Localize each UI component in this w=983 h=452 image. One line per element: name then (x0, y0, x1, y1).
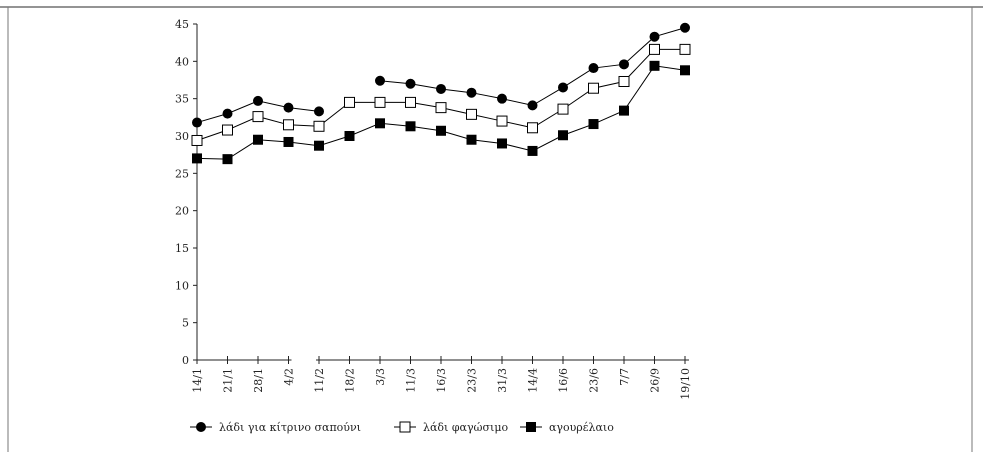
chart-axes: 0 5 10 15 20 25 30 35 40 45 14/1 21/1 28/1 4/2 11/2 18/… (175, 18, 692, 400)
y-tick-label: 40 (175, 55, 189, 68)
x-tick-label: 3/3 (374, 368, 387, 386)
data-point (222, 124, 233, 136)
y-tick-label: 25 (175, 167, 189, 180)
data-point (283, 102, 294, 113)
y-tick-label: 20 (175, 205, 189, 218)
data-point (466, 108, 477, 120)
data-point (527, 100, 538, 111)
data-point (436, 83, 446, 94)
data-point (283, 136, 294, 147)
legend-label: λάδι φαγώσιμο (423, 421, 508, 434)
data-point (253, 134, 263, 145)
x-tick-label: 28/1 (252, 368, 265, 393)
y-tick-label: 30 (175, 130, 189, 143)
x-tick-label: 19/10 (679, 368, 692, 400)
y-tick-label: 45 (175, 18, 189, 31)
x-tick-label: 14/4 (527, 368, 540, 393)
data-point (436, 125, 446, 136)
data-point (618, 75, 630, 87)
data-point (527, 122, 538, 134)
x-tick-label: 11/3 (405, 368, 418, 393)
data-point (496, 115, 508, 127)
legend-label: λάδι για κίτρινο σαπούνι (219, 421, 361, 434)
legend-marker (196, 422, 206, 432)
series-markers (191, 22, 691, 165)
data-point (375, 118, 385, 129)
data-point (619, 105, 629, 116)
x-tick-label: 7/7 (618, 368, 631, 386)
legend-marker (399, 421, 411, 433)
data-point (252, 111, 264, 123)
data-point (313, 120, 325, 132)
x-tick-label: 21/1 (222, 368, 235, 393)
y-tick-label: 0 (182, 354, 189, 367)
data-point (649, 31, 660, 42)
data-point (222, 108, 233, 119)
y-tick-label: 10 (175, 279, 189, 292)
series-line (379, 27, 686, 106)
data-point (405, 121, 416, 132)
legend-label: αγουρέλαιο (549, 421, 614, 434)
data-point (588, 82, 599, 94)
data-point (497, 93, 507, 104)
x-tick-label: 23/3 (466, 368, 479, 393)
data-point (680, 65, 690, 76)
data-point (649, 43, 660, 55)
chart-legend: λάδι για κίτρινο σαπούνι λάδι φαγώσιμο αγο… (190, 421, 614, 434)
x-tick-label: 23/6 (588, 368, 601, 393)
x-tick-label: 31/3 (496, 368, 509, 393)
data-point (466, 87, 477, 98)
data-point (558, 82, 568, 93)
data-point (680, 22, 690, 33)
data-point (253, 95, 263, 106)
data-point (222, 154, 233, 165)
data-point (588, 63, 599, 74)
x-tick-label: 11/2 (313, 368, 326, 393)
data-point (374, 96, 386, 108)
data-point (192, 153, 202, 164)
data-point (314, 140, 324, 151)
data-point (405, 78, 416, 89)
data-point (405, 96, 416, 108)
data-point (649, 60, 660, 71)
legend-marker (526, 422, 536, 432)
x-tick-label: 16/6 (557, 368, 570, 393)
data-point (314, 106, 324, 117)
data-point (191, 134, 203, 146)
data-point (588, 119, 599, 130)
data-point (375, 75, 385, 86)
data-point (558, 130, 568, 141)
data-point (466, 134, 477, 145)
y-tick-label: 5 (182, 317, 189, 330)
x-tick-label: 18/2 (344, 368, 357, 393)
y-tick-label: 15 (175, 242, 189, 255)
data-point (283, 119, 294, 131)
data-point (679, 43, 691, 55)
data-point (344, 96, 355, 108)
x-tick-label: 4/2 (283, 368, 296, 386)
y-tick-label: 35 (175, 93, 189, 106)
data-point (527, 145, 538, 156)
x-tick-label: 26/9 (649, 368, 662, 393)
x-tick-label: 16/3 (435, 368, 448, 393)
data-point (435, 102, 447, 114)
data-point (192, 117, 202, 128)
data-point (557, 103, 569, 115)
data-point (344, 131, 355, 141)
x-tick-label: 14/1 (191, 368, 204, 393)
data-point (497, 138, 507, 149)
data-point (619, 59, 629, 70)
